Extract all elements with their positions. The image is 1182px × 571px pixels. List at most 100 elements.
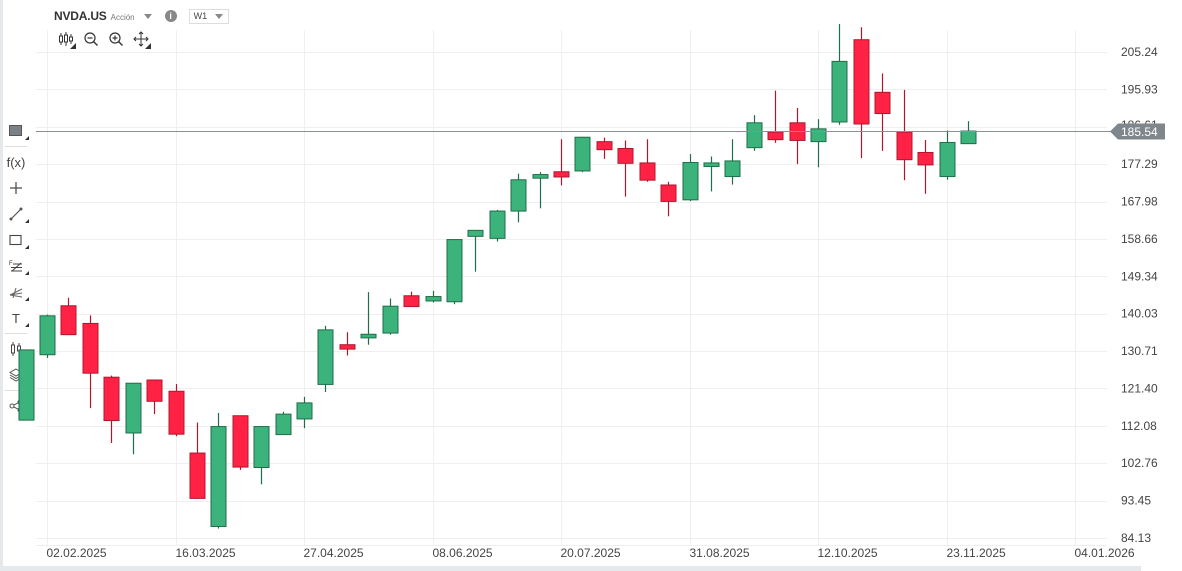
- candle-body[interactable]: [574, 136, 591, 172]
- fan-icon: [9, 287, 23, 299]
- x-axis-label: 31.08.2025: [690, 546, 750, 560]
- y-axis-label: 84.13: [1121, 531, 1151, 545]
- divider: [5, 333, 27, 334]
- fibonacci-button[interactable]: F: [3, 253, 29, 279]
- candle-body[interactable]: [360, 333, 377, 339]
- text-icon: T: [12, 310, 20, 326]
- candle-body[interactable]: [553, 171, 570, 178]
- left-border: [0, 0, 3, 571]
- submenu-corner-icon: [25, 271, 29, 275]
- candle-body[interactable]: [425, 296, 442, 302]
- candle-body[interactable]: [489, 210, 506, 239]
- trendline-icon: [9, 207, 23, 221]
- drawing-sidebar: f(x) F T: [3, 118, 29, 419]
- candle-body[interactable]: [917, 151, 934, 166]
- candle-body[interactable]: [82, 322, 99, 374]
- candle-body[interactable]: [232, 415, 249, 468]
- candle-body[interactable]: [853, 39, 870, 125]
- candle-body[interactable]: [939, 141, 956, 178]
- y-axis-label: 195.93: [1121, 82, 1158, 96]
- candle-body[interactable]: [39, 315, 56, 356]
- crosshair-button[interactable]: [3, 175, 29, 201]
- trendline-button[interactable]: [3, 201, 29, 227]
- candle-body[interactable]: [682, 162, 699, 201]
- y-axis-label: 93.45: [1121, 494, 1151, 508]
- candle-body[interactable]: [146, 379, 163, 402]
- svg-text:F: F: [9, 261, 13, 267]
- candle-body[interactable]: [403, 295, 420, 308]
- candle-body[interactable]: [510, 179, 527, 212]
- candle-body[interactable]: [210, 426, 227, 527]
- y-axis-label: 121.40: [1121, 381, 1158, 395]
- indicators-button[interactable]: f(x): [3, 149, 29, 175]
- candle-body[interactable]: [125, 382, 142, 434]
- candle-body[interactable]: [18, 349, 35, 421]
- candle-body[interactable]: [960, 130, 977, 145]
- current-price-tag: [1110, 123, 1165, 140]
- candle-body[interactable]: [874, 91, 891, 115]
- pan-button[interactable]: [133, 31, 151, 49]
- candle-body[interactable]: [467, 229, 484, 237]
- candle-body[interactable]: [382, 305, 399, 334]
- horizontal-scrollbar[interactable]: [0, 566, 1141, 571]
- candle-body[interactable]: [746, 122, 763, 149]
- candle-body[interactable]: [831, 60, 848, 123]
- text-button[interactable]: T: [3, 305, 29, 331]
- candle-body[interactable]: [253, 426, 270, 468]
- info-icon[interactable]: i: [164, 10, 177, 22]
- candle-body[interactable]: [339, 344, 356, 350]
- candle-body[interactable]: [60, 305, 77, 336]
- candle-body[interactable]: [767, 131, 784, 141]
- zoom-out-button[interactable]: [83, 31, 99, 47]
- candle-body[interactable]: [189, 452, 206, 499]
- zoom-out-icon: [84, 32, 98, 46]
- candle-body[interactable]: [596, 141, 613, 151]
- chart-type-button[interactable]: [58, 31, 76, 49]
- timeframe-value: W1: [193, 11, 208, 21]
- instrument-type-label: Acción: [110, 12, 135, 22]
- y-axis-label: 167.98: [1121, 195, 1158, 209]
- candle-body[interactable]: [703, 162, 720, 168]
- x-axis-label: 23.11.2025: [947, 546, 1006, 560]
- candle-body[interactable]: [896, 131, 913, 161]
- candle-body[interactable]: [810, 128, 827, 143]
- y-axis-label: 130.71: [1121, 344, 1158, 358]
- rectangle-button[interactable]: [3, 227, 29, 253]
- y-axis-label: 112.08: [1121, 419, 1157, 433]
- candle-body[interactable]: [446, 239, 463, 303]
- current-price-label: 185.54: [1121, 125, 1158, 139]
- timeframe-select[interactable]: W1: [188, 8, 229, 24]
- candle-body[interactable]: [617, 147, 634, 164]
- submenu-corner-icon: [25, 245, 29, 249]
- candle-body[interactable]: [103, 376, 120, 422]
- y-axis-label: 177.29: [1121, 157, 1158, 171]
- candle-body[interactable]: [275, 413, 292, 436]
- pan-move-icon: [133, 31, 149, 47]
- x-axis-label: 04.01.2026: [1075, 546, 1135, 560]
- candle-body[interactable]: [168, 390, 185, 435]
- crosshair-icon: [10, 182, 22, 194]
- y-axis-label: 102.76: [1121, 456, 1158, 470]
- color-button[interactable]: [3, 118, 29, 144]
- submenu-corner-icon: [25, 136, 29, 140]
- candle-body[interactable]: [317, 329, 334, 385]
- candle-body[interactable]: [296, 402, 313, 420]
- y-axis-label: 149.34: [1121, 269, 1158, 283]
- candle-body[interactable]: [639, 162, 656, 181]
- fan-button[interactable]: [3, 279, 29, 305]
- chevron-down-icon: [214, 13, 223, 19]
- zoom-in-button[interactable]: [108, 31, 124, 47]
- submenu-corner-icon: [145, 43, 151, 49]
- submenu-corner-icon: [25, 323, 29, 327]
- y-axis-label: 205.24: [1121, 45, 1158, 59]
- x-axis-label: 12.10.2025: [818, 546, 878, 560]
- candle-body[interactable]: [532, 174, 549, 179]
- symbol-dropdown-caret-icon[interactable]: [143, 13, 152, 19]
- candle-body[interactable]: [724, 160, 741, 178]
- color-square-icon: [9, 125, 22, 136]
- symbol-label[interactable]: NVDA.US: [54, 9, 107, 23]
- candle-body[interactable]: [660, 184, 677, 202]
- x-axis-label: 08.06.2025: [433, 546, 493, 560]
